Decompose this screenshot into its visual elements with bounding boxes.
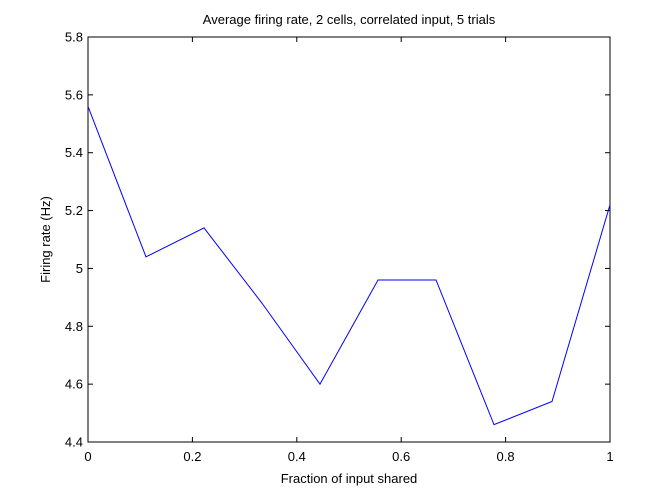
y-tick-label: 5.6 (65, 87, 83, 102)
data-point (435, 279, 437, 281)
y-tick-label: 4.6 (65, 377, 83, 392)
x-tick-label: 0.4 (288, 449, 306, 464)
y-tick-label: 5 (76, 261, 83, 276)
data-point (551, 401, 553, 402)
data-point (145, 256, 147, 258)
data-point (609, 204, 611, 206)
axis-ticks: 0 0.2 0.4 0.6 0.8 1 4.4 4.6 4.8 5 5.2 5.4 5.6 5.8 (65, 30, 614, 465)
data-point (203, 227, 205, 229)
y-tick-label: 5.8 (65, 30, 83, 45)
y-tick-label: 4.4 (65, 435, 83, 450)
y-tick-label: 5.2 (65, 203, 83, 218)
y-axis-label: Firing rate (Hz) (38, 196, 53, 283)
x-tick-label: 0 (84, 449, 91, 464)
y-tick-label: 5.4 (65, 145, 83, 160)
data-point (261, 302, 263, 304)
y-tick-label: 4.8 (65, 319, 83, 334)
x-tick-label: 1 (606, 449, 613, 464)
chart-title: Average firing rate, 2 cells, correlated… (203, 12, 496, 27)
x-tick-label: 0.8 (497, 449, 515, 464)
x-axis-label: Fraction of input shared (281, 471, 418, 486)
series-line (87, 106, 611, 426)
data-point (87, 105, 89, 107)
x-tick-label: 0.6 (392, 449, 410, 464)
data-point (493, 424, 495, 426)
x-tick-label: 0.2 (183, 449, 201, 464)
plot-area (87, 36, 611, 443)
data-point (319, 383, 321, 385)
series-layer (87, 105, 611, 426)
data-point (377, 279, 379, 281)
